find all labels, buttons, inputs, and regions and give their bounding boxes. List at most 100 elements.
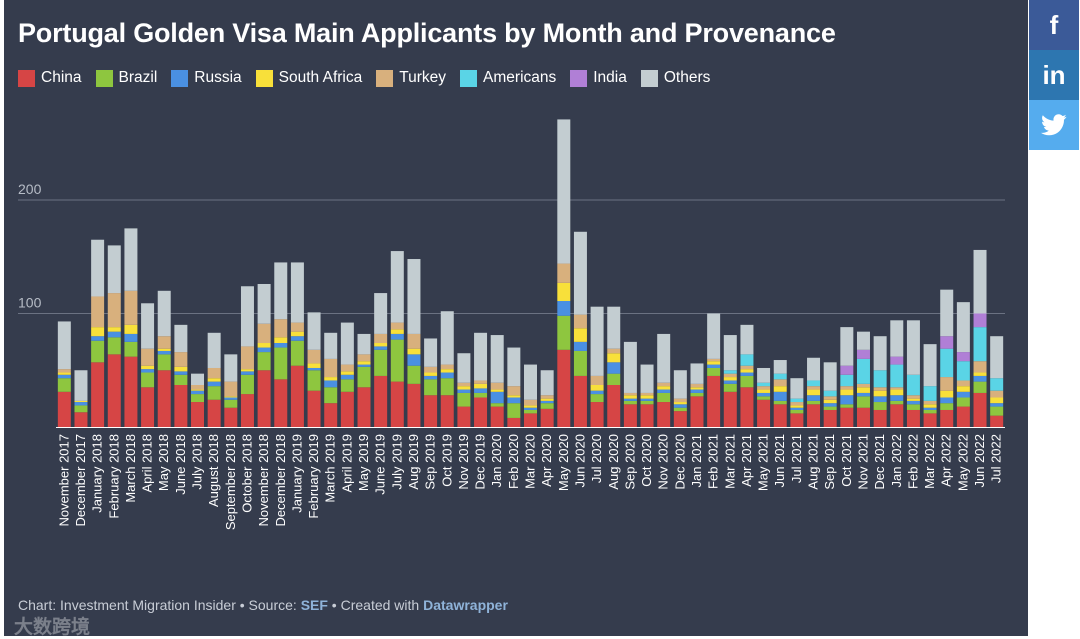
bar-segment	[91, 239, 105, 297]
x-tick-label: Sep 2020	[622, 434, 637, 490]
legend-label: India	[593, 69, 627, 86]
bar-segment	[290, 322, 304, 332]
bar-segment	[207, 378, 221, 382]
bar-segment	[757, 389, 771, 393]
bar-segment	[573, 375, 587, 428]
bar-segment	[790, 413, 804, 427]
bar-segment	[340, 374, 354, 380]
bar-segment	[956, 361, 970, 381]
bar-segment	[590, 402, 604, 427]
facebook-share-button[interactable]: f	[1029, 0, 1079, 50]
bar-segment	[723, 391, 737, 427]
x-tick-label: Nov 2021	[855, 434, 870, 490]
bar-segment	[973, 372, 987, 376]
bar-segment	[973, 327, 987, 362]
bar-segment	[757, 392, 771, 397]
bar-segment	[540, 395, 554, 399]
bar-segment	[240, 374, 254, 395]
bar-segment	[707, 367, 721, 376]
bar-segment	[856, 387, 870, 393]
bar-segment	[757, 386, 771, 390]
bar-segment	[990, 403, 1004, 407]
bar-segment	[540, 408, 554, 427]
bar-segment	[57, 321, 71, 370]
x-tick-label: Nov 2019	[456, 434, 471, 490]
bar-segment	[324, 387, 338, 404]
bar-segment	[191, 394, 205, 403]
bar-segment	[91, 296, 105, 328]
bar-segment	[923, 409, 937, 414]
bar-segment	[990, 390, 1004, 398]
bar-segment	[124, 290, 138, 325]
bar-segment	[174, 352, 188, 367]
bar-segment	[290, 262, 304, 323]
bar-segment	[973, 361, 987, 373]
bar-segment	[507, 417, 521, 427]
bar-segment	[324, 403, 338, 428]
bar-segment	[191, 402, 205, 427]
x-tick-label: Aug 2019	[406, 434, 421, 490]
source-link[interactable]: SEF	[300, 597, 328, 613]
twitter-share-button[interactable]	[1029, 100, 1079, 150]
x-tick-label: Aug 2021	[806, 434, 821, 490]
bar-segment	[640, 364, 654, 393]
bar-segment	[557, 349, 571, 427]
bar-segment	[823, 399, 837, 404]
bar-segment	[673, 407, 687, 412]
bar-segment	[973, 392, 987, 427]
x-tick-label: Jun 2020	[572, 434, 587, 488]
bar-segment	[174, 324, 188, 353]
footer-prefix: Chart: Investment Migration Insider • So…	[18, 597, 301, 613]
bar-segment	[623, 400, 637, 405]
bar-segment	[906, 374, 920, 396]
x-tick-label: July 2019	[389, 434, 404, 490]
bar-segment	[440, 372, 454, 379]
bar-segment	[457, 353, 471, 383]
bar-segment	[973, 381, 987, 393]
bar-segment	[607, 385, 621, 427]
bar-segment	[690, 396, 704, 427]
bar-segment	[657, 402, 671, 427]
bar-segment	[573, 314, 587, 329]
bar-segment	[723, 370, 737, 374]
x-tick-label: Feb 2021	[706, 434, 721, 489]
bar-segment	[590, 385, 604, 391]
bar-segment	[890, 395, 904, 401]
bar-segment	[490, 406, 504, 427]
bar-segment	[174, 371, 188, 375]
bar-segment	[191, 373, 205, 385]
bar-segment	[557, 301, 571, 316]
bar-segment	[773, 391, 787, 401]
bar-segment	[57, 374, 71, 379]
bar-segment	[723, 335, 737, 371]
bar-segment	[357, 366, 371, 388]
bar-segment	[973, 249, 987, 314]
chart-title: Portugal Golden Visa Main Applicants by …	[18, 18, 836, 48]
legend-swatch	[570, 69, 588, 87]
bar-segment	[74, 400, 88, 403]
x-tick-label: Jul 2021	[789, 434, 804, 483]
bar-segment	[224, 397, 238, 400]
linkedin-share-button[interactable]: in	[1029, 50, 1079, 100]
datawrapper-link[interactable]: Datawrapper	[423, 597, 508, 613]
bar-segment	[507, 403, 521, 418]
bar-segment	[57, 391, 71, 427]
bar-segment	[807, 400, 821, 405]
bar-segment	[723, 377, 737, 381]
x-tick-label: Jun 2022	[972, 434, 987, 488]
legend-swatch	[171, 69, 189, 87]
bar-segment	[107, 331, 121, 338]
bar-segment	[274, 379, 288, 427]
bar-segment	[424, 375, 438, 380]
x-tick-label: May 2018	[156, 434, 171, 491]
bar-segment	[290, 340, 304, 366]
bar-segment	[573, 231, 587, 315]
bar-segment	[657, 389, 671, 393]
bar-segment	[407, 365, 421, 384]
bar-segment	[374, 343, 388, 347]
bar-segment	[573, 341, 587, 351]
bar-segment	[224, 354, 238, 382]
bar-segment	[623, 392, 637, 396]
bar-segment	[357, 364, 371, 367]
bar-segment	[507, 347, 521, 387]
